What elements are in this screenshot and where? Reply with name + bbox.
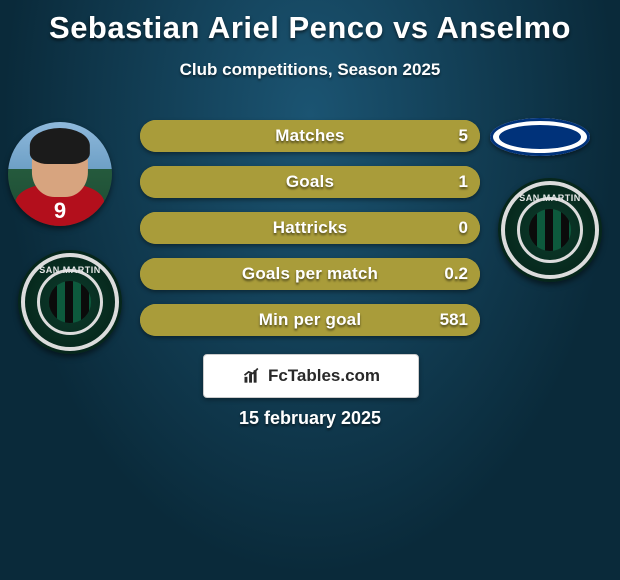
- stat-bar-label: Goals: [140, 166, 480, 198]
- comparison-bars: Matches5Goals1Hattricks0Goals per match0…: [140, 120, 480, 350]
- stat-bar: Hattricks0: [140, 212, 480, 244]
- stat-bar: Min per goal581: [140, 304, 480, 336]
- player1-hair: [30, 128, 90, 163]
- stat-bar-label: Hattricks: [140, 212, 480, 244]
- stat-bar: Goals1: [140, 166, 480, 198]
- player1-club-badge-text: SAN MARTIN: [18, 265, 122, 275]
- player1-club-badge: SAN MARTIN: [18, 250, 122, 354]
- page-title: Sebastian Ariel Penco vs Anselmo: [0, 10, 620, 46]
- player1-shirt-number: 9: [54, 198, 66, 224]
- stat-bar: Matches5: [140, 120, 480, 152]
- stat-bar-label: Goals per match: [140, 258, 480, 290]
- player1-photo: 9: [8, 122, 112, 226]
- player2-club-badge-text: SAN MARTIN: [498, 193, 602, 203]
- stat-bar-right-value: 5: [459, 120, 468, 152]
- root: Sebastian Ariel Penco vs Anselmo Club co…: [0, 0, 620, 580]
- stat-bar: Goals per match0.2: [140, 258, 480, 290]
- stat-bar-right-value: 0: [459, 212, 468, 244]
- bar-chart-icon: [242, 366, 262, 386]
- player2-club-badge: SAN MARTIN: [498, 178, 602, 282]
- watermark-text: FcTables.com: [268, 366, 380, 386]
- player2-ellipse-logo: [490, 118, 590, 156]
- date-text: 15 february 2025: [0, 408, 620, 429]
- stat-bar-right-value: 1: [459, 166, 468, 198]
- stat-bar-label: Min per goal: [140, 304, 480, 336]
- stat-bar-label: Matches: [140, 120, 480, 152]
- watermark: FcTables.com: [203, 354, 419, 398]
- stat-bar-right-value: 0.2: [444, 258, 468, 290]
- subtitle: Club competitions, Season 2025: [0, 60, 620, 80]
- stat-bar-right-value: 581: [440, 304, 468, 336]
